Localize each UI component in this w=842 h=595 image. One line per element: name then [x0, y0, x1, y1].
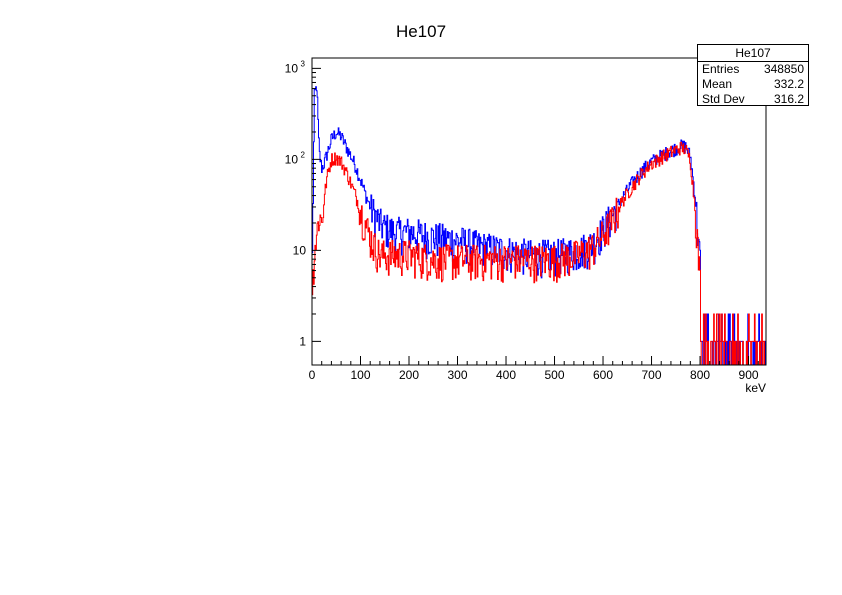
x-tick-label: 400	[496, 368, 516, 382]
x-tick-label: 900	[739, 368, 759, 382]
chart-title: He107	[395, 22, 447, 41]
x-axis-label: keV	[745, 381, 766, 395]
stats-value: 332.2	[773, 77, 804, 91]
y-tick-label: 1	[299, 334, 306, 348]
x-tick-label: 200	[399, 368, 419, 382]
y-tick-label: 10	[293, 243, 307, 257]
y-tick-label: 10	[285, 152, 299, 166]
stats-value: 348850	[763, 62, 804, 76]
x-tick-label: 800	[690, 368, 710, 382]
series-line-0	[312, 86, 766, 365]
x-tick-label: 100	[350, 368, 370, 382]
x-tick-label: 300	[447, 368, 467, 382]
y-tick-label: 10	[285, 61, 299, 75]
x-tick-label: 600	[593, 368, 613, 382]
x-tick-label: 700	[642, 368, 662, 382]
plot-frame	[311, 57, 767, 366]
stats-row-stddev: Std Dev 316.2	[698, 92, 808, 107]
x-tick-label: 500	[545, 368, 565, 382]
stats-value: 316.2	[773, 92, 804, 106]
y-tick-exponent: 2	[301, 150, 306, 159]
stats-row-entries: Entries 348850	[698, 62, 808, 77]
series-line-1	[312, 141, 766, 365]
x-tick-label: 0	[309, 368, 316, 382]
stats-label: Entries	[702, 62, 740, 76]
stats-row-mean: Mean 332.2	[698, 77, 808, 92]
stats-label: Std Dev	[702, 92, 745, 106]
stats-label: Mean	[702, 77, 733, 91]
y-tick-exponent: 3	[301, 59, 306, 68]
stats-title: He107	[698, 45, 808, 62]
stats-box: He107 Entries 348850 Mean 332.2 Std Dev …	[697, 44, 809, 106]
